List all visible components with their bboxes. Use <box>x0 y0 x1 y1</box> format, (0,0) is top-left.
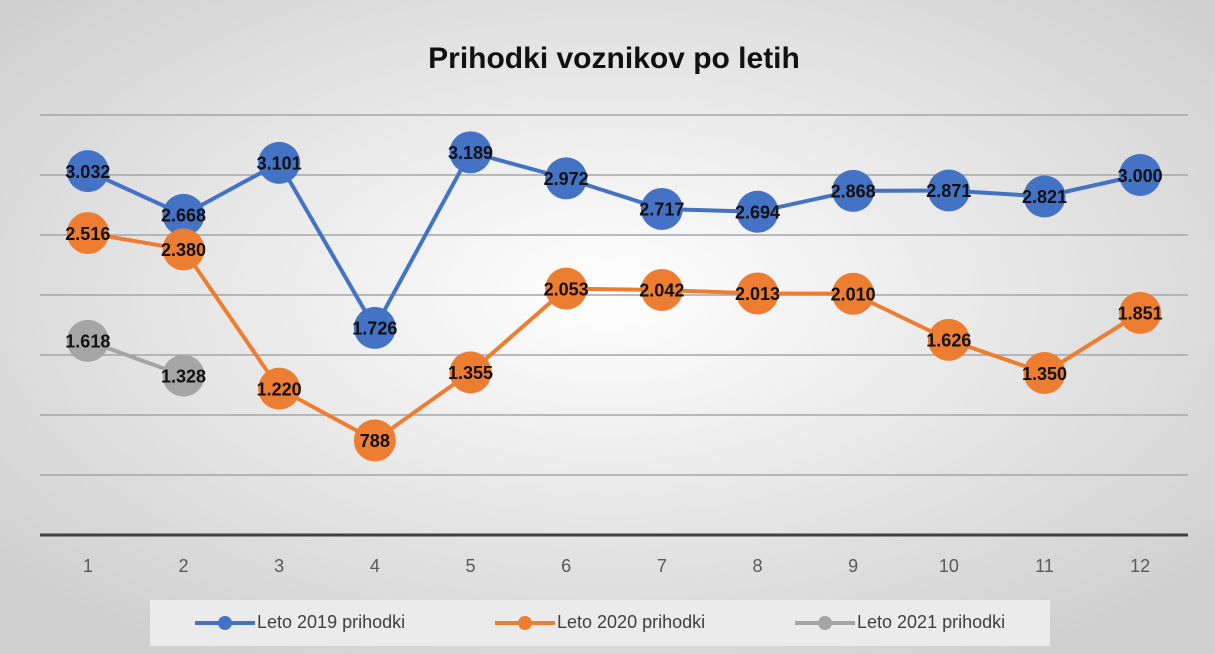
marker <box>640 187 683 230</box>
data-label: 3.101 <box>257 154 302 174</box>
data-label: 3.032 <box>65 162 110 182</box>
data-label: 2.013 <box>735 284 780 304</box>
data-label: 1.355 <box>448 363 493 383</box>
legend-label: Leto 2021 prihodki <box>857 612 1005 632</box>
chart-title: Prihodki voznikov po letih <box>428 42 800 75</box>
marker <box>162 228 205 271</box>
markers <box>66 131 1162 462</box>
labels: 3.032 2.668 3.101 1.726 3.189 2.972 2.717 2.694… <box>65 143 1162 451</box>
marker <box>736 272 779 315</box>
data-label: 3.000 <box>1118 166 1163 186</box>
x-tick-label: 6 <box>561 556 571 576</box>
legend-marker <box>818 616 832 630</box>
legend-marker <box>518 616 532 630</box>
data-label: 2.717 <box>639 200 684 220</box>
legend: Leto 2019 prihodki Leto 2020 prihodki Leto… <box>195 612 1005 632</box>
marker <box>927 169 970 212</box>
legend-label: Leto 2020 prihodki <box>557 612 705 632</box>
marker <box>545 157 588 200</box>
legend-box <box>150 600 1050 646</box>
marker <box>832 169 875 212</box>
data-label: 2.042 <box>639 281 684 301</box>
data-label: 2.516 <box>65 224 110 244</box>
data-label: 2.668 <box>161 206 206 226</box>
x-tick-label: 7 <box>657 556 667 576</box>
data-label: 2.868 <box>831 182 876 202</box>
x-tick-label: 2 <box>178 556 188 576</box>
data-label: 2.380 <box>161 240 206 260</box>
marker <box>545 267 588 310</box>
marker <box>353 419 396 462</box>
marker <box>258 367 301 410</box>
data-label: 2.871 <box>926 181 971 201</box>
marker <box>927 318 970 361</box>
x-tick-label: 10 <box>939 556 959 576</box>
x-tick-label: 5 <box>465 556 475 576</box>
marker <box>1023 175 1066 218</box>
marker <box>353 306 396 349</box>
marker <box>66 150 109 193</box>
data-label: 1.626 <box>926 331 971 351</box>
data-label: 1.328 <box>161 366 206 386</box>
data-label: 1.220 <box>257 379 302 399</box>
data-label: 1.726 <box>352 319 397 339</box>
marker <box>1119 154 1162 196</box>
marker <box>258 141 301 184</box>
data-label: 1.350 <box>1022 364 1067 384</box>
x-tick-label: 11 <box>1035 556 1054 576</box>
marker <box>1023 352 1066 394</box>
data-label: 2.821 <box>1022 187 1067 207</box>
data-label: 1.618 <box>65 332 110 352</box>
data-label: 2.010 <box>831 285 876 305</box>
marker <box>640 268 683 311</box>
marker <box>736 190 779 233</box>
marker <box>449 131 492 174</box>
marker <box>1119 291 1162 334</box>
marker <box>66 319 109 362</box>
marker <box>449 351 492 394</box>
data-label: 3.189 <box>448 143 493 163</box>
data-label: 2.972 <box>544 169 589 189</box>
data-label: 1.851 <box>1118 304 1163 324</box>
marker <box>66 212 109 255</box>
x-tick-label: 3 <box>274 556 284 576</box>
marker <box>162 193 205 236</box>
marker <box>162 354 205 397</box>
data-label: 2.694 <box>735 202 780 222</box>
x-tick-label: 12 <box>1130 556 1150 576</box>
marker <box>832 272 875 315</box>
x-tick-label: 9 <box>848 556 858 576</box>
legend-label: Leto 2019 prihodki <box>257 612 405 632</box>
x-tick-label: 1 <box>83 556 93 576</box>
legend-marker <box>218 616 232 630</box>
data-label: 788 <box>360 431 390 451</box>
data-label: 2.053 <box>544 279 589 299</box>
x-tick-label: 8 <box>752 556 762 576</box>
x-tick-label: 4 <box>370 556 380 576</box>
